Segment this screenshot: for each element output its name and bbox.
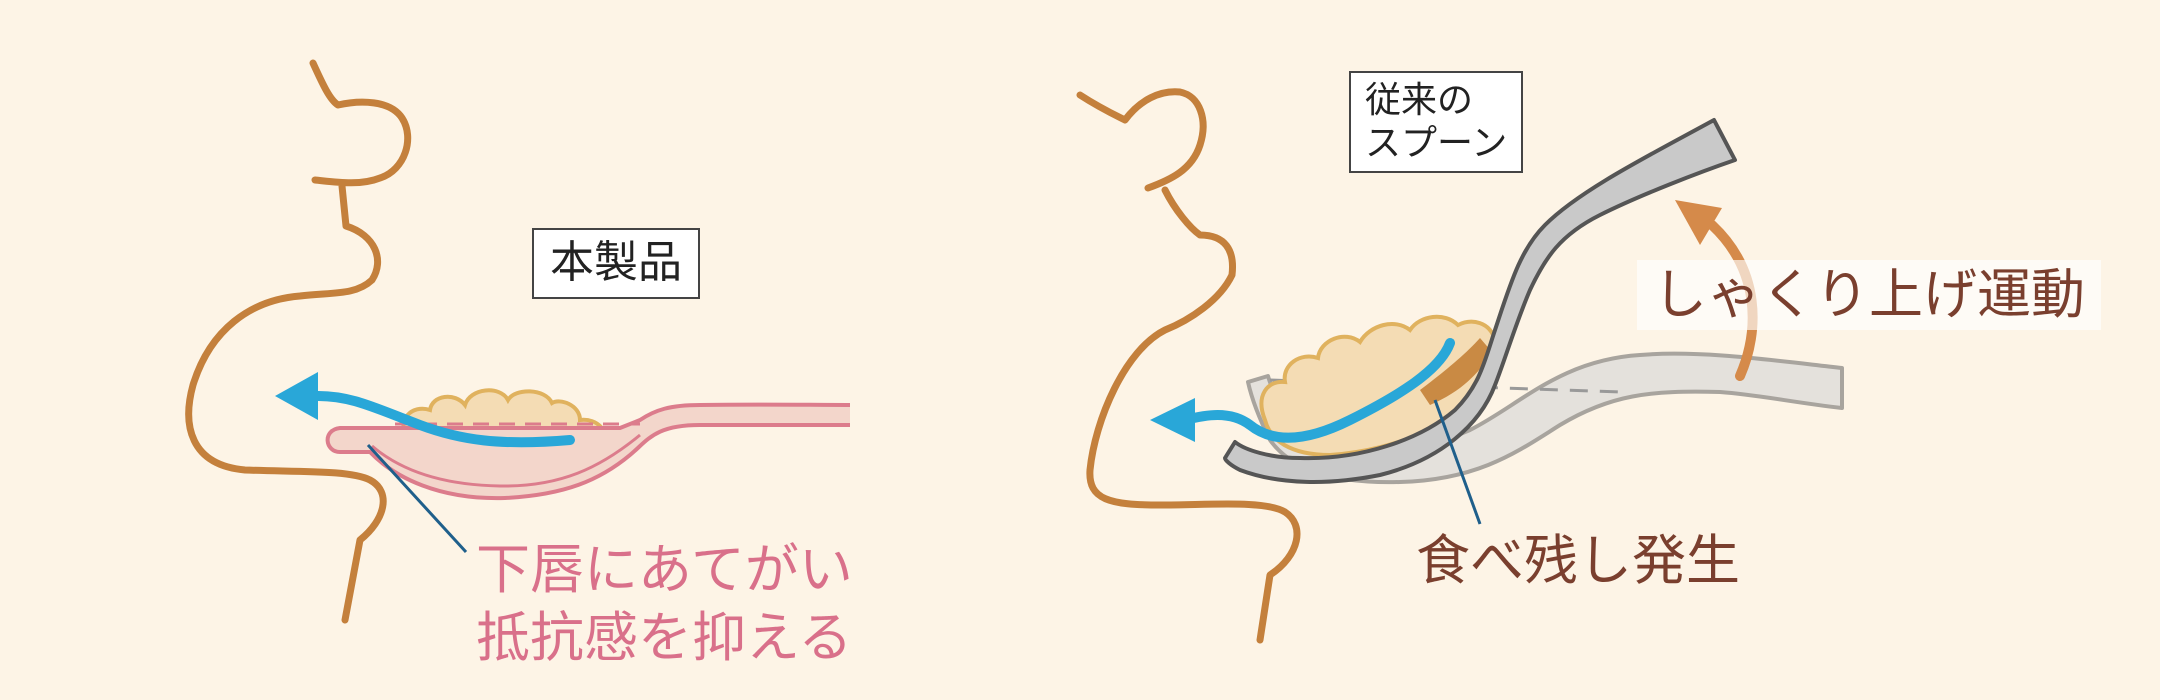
leftover-note-text: 食べ残し発生 [1416, 529, 1740, 592]
product-label: 本製品 [532, 228, 700, 299]
conventional-label-line2: スプーン [1365, 123, 1508, 165]
flow-arrow-right [1180, 338, 1455, 443]
flow-arrowhead-left [275, 372, 318, 420]
conventional-spoon-label: 従来の スプーン [1349, 71, 1524, 174]
product-spoon-bowl-line [371, 433, 641, 488]
conventional-label-line1: 従来の [1365, 80, 1474, 121]
lip-note: 下唇にあてがい 抵抗感を抑える [476, 536, 853, 671]
leftover-note-leader [1433, 399, 1482, 525]
lip-note-line2: 抵抗感を抑える [476, 605, 853, 669]
food-residue [1420, 338, 1492, 405]
flow-arrow-left [300, 390, 575, 448]
leftover-note: 食べ残し発生 [1416, 529, 1740, 592]
conventional-spoon [1223, 118, 1737, 484]
product-spoon [325, 402, 851, 501]
face-profile-right [1076, 88, 1301, 644]
product-label-text: 本製品 [550, 237, 682, 288]
scoop-motion-note: しゃくり上げ運動 [1637, 260, 2101, 331]
face-profile-left [185, 59, 412, 624]
flow-arrowhead-right [1150, 398, 1195, 442]
lip-note-leader [366, 443, 468, 554]
lip-note-line1: 下唇にあてがい [476, 538, 853, 601]
left-panel [185, 59, 851, 624]
scoop-arrowhead [1675, 200, 1722, 245]
right-panel [1076, 88, 1844, 644]
scoop-motion-note-text: しゃくり上げ運動 [1653, 263, 2085, 326]
